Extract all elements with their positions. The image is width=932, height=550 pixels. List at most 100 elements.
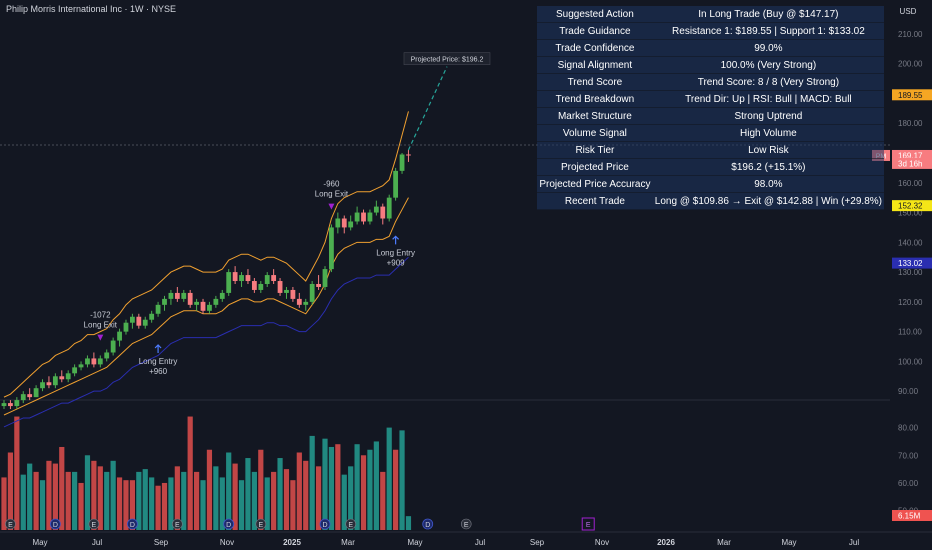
dividend-marker (126, 518, 138, 530)
candle-body (393, 170, 399, 198)
price-axis: USD 90.00 100.00 110.00 120.00 130.00 140.00 15… (872, 0, 932, 550)
time-axis-label: Jul (92, 538, 102, 547)
earnings-marker (5, 518, 16, 530)
candle-body (136, 316, 142, 326)
info-value: High Volume (652, 124, 884, 142)
volume-bar (168, 477, 174, 530)
candle-body (277, 281, 283, 293)
price-tick-label: 150.00 (898, 209, 923, 218)
volume-bar (104, 471, 110, 530)
candle-body (59, 376, 65, 380)
price-label: 3d 16h (898, 159, 922, 168)
price-label: 152.32 (898, 202, 923, 211)
candle-body (284, 289, 289, 293)
time-axis-label: Jul (475, 538, 485, 547)
earnings-marker (255, 518, 267, 530)
time-axis-label: Mar (341, 538, 355, 547)
volume-bar (373, 441, 379, 530)
volume-bar (116, 477, 123, 530)
volume-bar (129, 480, 135, 530)
trade-annotation-label: -1072 (90, 311, 111, 320)
candle-body (373, 206, 379, 213)
price-tick-label: 180.00 (898, 119, 923, 128)
price-label-box (892, 200, 932, 212)
candle-body (322, 269, 328, 287)
trade-annotation-label: +909 (387, 258, 406, 267)
volume-bar (232, 463, 238, 530)
info-key: Signal Alignment (537, 56, 653, 74)
info-row: Trend Breakdown Trend Dir: Up | RSI: Bull… (537, 90, 884, 108)
time-axis-label: Jul (849, 538, 859, 547)
candle-body (348, 221, 354, 228)
info-key: Trade Guidance (537, 22, 653, 40)
event-marker-label: E (586, 522, 591, 529)
candle-body (162, 298, 167, 305)
volume-bar (97, 466, 103, 530)
volume-bar (341, 474, 347, 530)
candle-body (341, 218, 347, 228)
long-exit-marker (97, 334, 104, 341)
upper-band-line (3, 111, 409, 398)
lower-band-line (3, 197, 409, 416)
candle-body (335, 218, 341, 228)
price-label-box (892, 89, 932, 101)
volume-bar (123, 480, 129, 530)
candle-body (52, 376, 58, 386)
trade-annotation-label: -960 (323, 180, 340, 189)
event-marker-label: E (175, 522, 180, 529)
projection-label-box (403, 52, 491, 65)
event-marker-label: D (53, 522, 58, 529)
candle-body (130, 316, 135, 323)
time-axis-label: May (32, 538, 47, 547)
dividend-marker (422, 518, 434, 530)
price-label: 189.55 (898, 91, 923, 100)
price-tick-label: 90.00 (898, 387, 919, 396)
info-key: Trend Breakdown (537, 90, 653, 108)
info-value: Strong Uptrend (652, 107, 884, 125)
candle-body (232, 272, 238, 282)
candle-body (117, 331, 122, 341)
info-row: Suggested Action In Long Trade (Buy @ $14… (537, 6, 884, 23)
time-axis-label: Sep (154, 538, 169, 547)
volume-bar (181, 471, 187, 530)
volume-bar (283, 469, 290, 530)
candle-body (290, 289, 296, 299)
info-row: Signal Alignment 100.0% (Very Strong) (537, 56, 884, 74)
trade-annotation-label: Long Exit (84, 321, 118, 330)
trade-annotation-label: Long Entry (376, 248, 415, 257)
candle-body (303, 301, 309, 305)
volume-bar (386, 427, 392, 530)
long-exit-marker (328, 203, 335, 210)
info-key: Trend Score (537, 73, 653, 91)
volume-bar (33, 471, 39, 530)
candle-body (258, 284, 264, 290)
candle-body (168, 292, 174, 299)
time-axis-label: 2025 (283, 538, 301, 547)
price-tick-label: 110.00 (898, 328, 922, 337)
event-marker-label: D (130, 522, 135, 529)
chart-title: Philip Morris International Inc · 1W · N… (6, 4, 177, 14)
info-row: Volume Signal High Volume (537, 124, 884, 142)
candle-body (386, 197, 392, 219)
candle-body (264, 275, 270, 284)
info-row: Projected Price $196.2 (+15.1%) (537, 158, 884, 176)
info-value: Trend Dir: Up | RSI: Bull | MACD: Bull (652, 90, 884, 108)
earnings-marker (88, 518, 100, 530)
long-entry-arrow (392, 235, 400, 245)
volume-bar (290, 480, 296, 530)
candle-body (155, 304, 161, 314)
candle-body (27, 394, 33, 398)
trade-annotation-label: +960 (149, 367, 168, 376)
event-marker-label: D (226, 522, 231, 529)
candle-body (361, 212, 366, 222)
price-tick-label: 140.00 (898, 238, 923, 247)
price-label-box (892, 157, 932, 169)
volume-tick-label: 70.00 (898, 451, 919, 460)
volume-bar (72, 471, 78, 530)
info-key: Volume Signal (537, 124, 653, 142)
volume-bar (187, 416, 193, 530)
volume-label: 6.15M (898, 512, 921, 521)
info-row: Trade Confidence 99.0% (537, 39, 884, 57)
